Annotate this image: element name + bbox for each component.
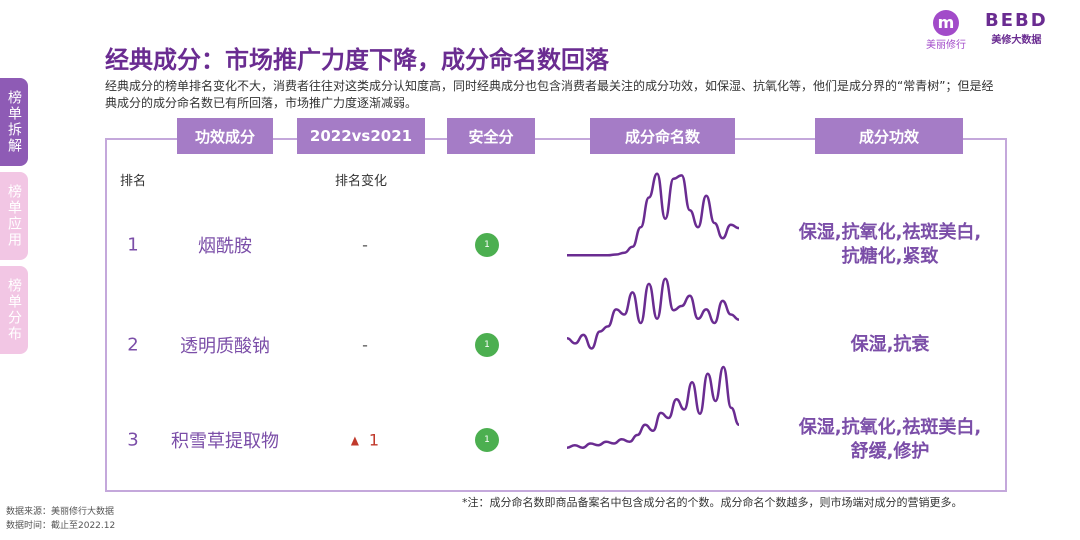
sub-header: 排名变化	[335, 174, 388, 189]
ingredient-name: 透明质酸钠	[180, 336, 270, 357]
effect-line: 保湿,抗氧化,祛斑美白,	[798, 417, 982, 438]
effect-line: 保湿,抗衰	[850, 334, 930, 355]
effect-line: 舒缓,修护	[850, 441, 930, 462]
column-header: 功效成分	[177, 118, 273, 154]
effect-line: 保湿,抗氧化,祛斑美白,	[798, 222, 982, 243]
up-arrow	[350, 436, 359, 446]
logo: m 美丽修行	[922, 10, 970, 51]
sidebar-tab[interactable]: 榜单分布	[0, 266, 28, 354]
effects: 保湿,抗氧化,祛斑美白, 抗糖化,紧致	[799, 221, 982, 269]
rank-change: -	[362, 336, 368, 355]
trend-line	[566, 172, 740, 257]
trend-line	[566, 365, 740, 450]
sub-header: 排名	[120, 174, 147, 189]
logo-sub: 美修大数据	[991, 35, 1042, 46]
footer: 数据时间：截止至2022.12	[6, 521, 116, 531]
description: 经典成分的榜单排名变化不大，消费者往往对这类成分认知度高，同时经典成分也包含消费…	[105, 79, 994, 110]
change-value: -	[362, 335, 368, 355]
effect-line: 抗糖化,紧致	[841, 246, 939, 267]
table-frame	[105, 138, 1007, 492]
logo-2: BEBD 美修大数据	[985, 10, 1048, 46]
logo-brand: 美丽修行	[926, 40, 966, 51]
safety-score: 1	[475, 333, 499, 357]
rank-change: 1	[350, 430, 380, 450]
safety-score: 1	[475, 233, 499, 257]
change-value: -	[362, 235, 368, 255]
title: 经典成分：市场推广力度下降，成分命名数回落	[105, 46, 609, 74]
rank: 1	[127, 234, 139, 256]
column-header: 2022vs2021	[297, 118, 425, 154]
trend-sparkline	[566, 365, 740, 450]
footer: 数据来源：美丽修行大数据	[6, 507, 115, 517]
logo-icon: m	[933, 10, 959, 36]
note: *注：成分命名数即商品备案名中包含成分名的个数。成分命名个数越多，则市场端对成分…	[462, 496, 963, 509]
trend-line	[566, 277, 740, 350]
rank-change: -	[362, 236, 368, 255]
change-value: 1	[368, 430, 380, 450]
effects: 保湿,抗衰	[851, 333, 930, 357]
logo-mark: BEBD	[985, 10, 1048, 31]
effects: 保湿,抗氧化,祛斑美白, 舒缓,修护	[799, 416, 982, 464]
ingredient-name: 烟酰胺	[198, 236, 252, 257]
rank: 3	[127, 429, 139, 451]
safety-score: 1	[475, 428, 499, 452]
rank: 2	[127, 334, 139, 356]
sidebar-tab[interactable]: 榜单拆解	[0, 78, 28, 166]
column-header: 成分命名数	[590, 118, 735, 154]
sidebar-tab[interactable]: 榜单应用	[0, 172, 28, 260]
trend-sparkline	[566, 277, 740, 350]
column-header: 安全分	[447, 118, 535, 154]
ingredient-name: 积雪草提取物	[171, 431, 279, 452]
trend-sparkline	[566, 172, 740, 257]
column-header: 成分功效	[815, 118, 963, 154]
